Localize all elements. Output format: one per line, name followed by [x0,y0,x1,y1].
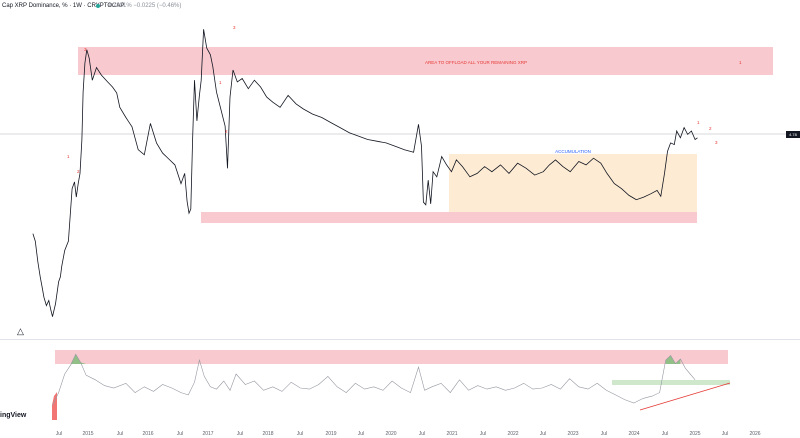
time-axis[interactable]: Jul 2015 Jul 2016 Jul 2017 Jul 2018 Jul 2019 Jul 20… [56,431,761,437]
oscillator-overbought-fill [64,354,87,364]
last-price-tag: 4.78 [786,131,800,138]
wave-mark: 1 [697,120,700,125]
x-tick-label: 2020 [385,431,396,437]
oscillator-oversold-fill [52,392,57,420]
x-tick-label: Jul [480,431,486,437]
x-tick-label: 2021 [446,431,457,437]
x-tick-label: Jul [177,431,183,437]
symbol-title[interactable]: Cap XRP Dominance, % · 1W · CRYPTOCAP [2,3,125,9]
x-tick-label: Jul [358,431,364,437]
wave-mark: 3 [84,47,87,52]
x-tick-label: Jul [540,431,546,437]
wave-mark: 1 [739,60,742,65]
wave-mark: 1 [67,154,70,159]
offload-zone-label: AREA TO OFFLOAD ALL YOUR REMAINING XRP [425,60,527,65]
x-tick-label: 2023 [567,431,578,437]
wave-mark: 2 [77,169,80,174]
x-tick-label: Jul [237,431,243,437]
accumulation-zone [449,154,697,212]
wave-marks: 1 2 3 1 2 3 1 2 3 1 [67,25,742,174]
watermark-text: ingView [0,412,27,419]
x-tick-label: 2024 [628,431,639,437]
x-tick-label: Jul [601,431,607,437]
x-tick-label: 2017 [202,431,213,437]
x-tick-label: 2015 [82,431,93,437]
x-tick-label: 2016 [142,431,153,437]
last-price-text: 4.78 [789,132,798,137]
wave-mark: 2 [225,129,228,134]
x-tick-label: 2019 [325,431,336,437]
x-tick-label: Jul [56,431,62,437]
wave-mark: 3 [233,25,236,30]
chart-header: Cap XRP Dominance, % · 1W · CRYPTOCAP 4.… [0,0,800,12]
xrp-dominance-line [32,29,698,317]
wave-mark: 2 [709,126,712,131]
support-zone [201,212,697,223]
x-tick-label: Jul [662,431,668,437]
x-tick-label: 2022 [507,431,518,437]
x-tick-label: Jul [419,431,425,437]
wave-mark: 3 [715,140,718,145]
oscillator-top-band [55,350,728,364]
x-tick-label: 2018 [262,431,273,437]
x-tick-label: 2025 [689,431,700,437]
x-tick-label: 2026 [749,431,760,437]
market-status-dot [96,4,100,8]
oscillator-green-band [612,380,730,385]
oscillator-line [52,353,696,406]
x-tick-label: Jul [297,431,303,437]
x-tick-label: Jul [722,431,728,437]
tradingview-logo-icon: △ [17,326,24,336]
accumulation-label: ACCUMULATION [555,149,591,154]
offload-zone [78,47,773,75]
quote-value: 4.7831% −0.0225 (−0.46%) [108,3,182,9]
wave-mark: 1 [219,80,222,85]
support-trendline [639,382,731,411]
x-tick-label: Jul [117,431,123,437]
